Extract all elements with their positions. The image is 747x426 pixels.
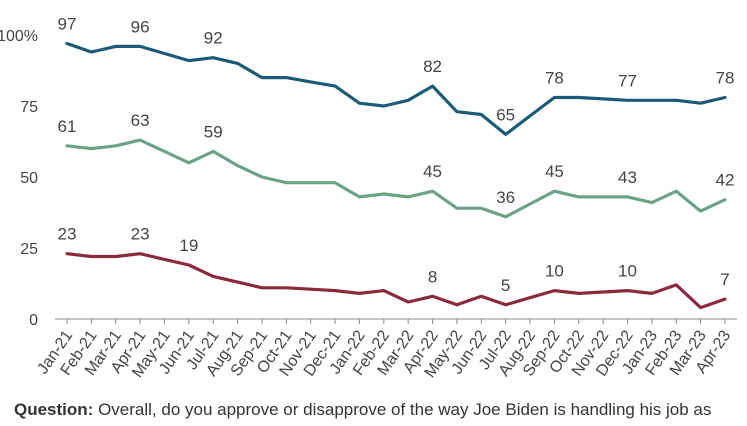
data-label: 10: [545, 262, 564, 281]
x-axis: Jan-21Feb-21Mar-21Apr-21May-21Jun-21Jul-…: [34, 318, 737, 381]
y-tick-label: 75: [20, 99, 38, 116]
data-label: 97: [58, 15, 77, 34]
data-label: 92: [204, 29, 223, 48]
data-label: 42: [716, 171, 735, 190]
data-label: 10: [618, 262, 637, 281]
data-label: 78: [716, 68, 735, 87]
data-label: 36: [496, 188, 515, 207]
question-body: Overall, do you approve or disapprove of…: [98, 400, 712, 419]
data-label: 5: [501, 276, 510, 295]
data-label: 77: [618, 71, 637, 90]
data-label: 19: [179, 236, 198, 255]
data-label: 23: [58, 225, 77, 244]
data-label: 61: [58, 117, 77, 136]
data-label: 45: [545, 162, 564, 181]
data-label: 63: [131, 111, 150, 130]
data-label: 8: [428, 267, 437, 286]
data-labels: 97 96 92 82 65 78 77 78 61 63 59 45 36 45 43 42 23 23 19 8 5…: [58, 15, 735, 295]
question-label: Question:: [14, 400, 94, 419]
data-label: 59: [204, 122, 223, 141]
series-lines: [65, 41, 727, 310]
question-text: Question: Overall, do you approve or dis…: [14, 399, 744, 421]
data-label: 43: [618, 168, 637, 187]
series-line-2: [65, 138, 727, 219]
data-label: 96: [131, 17, 150, 36]
data-label: 45: [423, 162, 442, 181]
y-tick-label: 0: [29, 312, 38, 329]
y-axis: 0 25 50 75 100%: [0, 28, 38, 329]
data-label: 82: [423, 57, 442, 76]
y-tick-label: 50: [20, 170, 38, 187]
series-line-1: [65, 41, 727, 136]
y-tick-label: 25: [20, 241, 38, 258]
series-line-3: [65, 252, 727, 310]
data-label: 78: [545, 68, 564, 87]
data-label: 7: [720, 270, 729, 289]
data-label: 65: [496, 105, 515, 124]
data-label: 23: [131, 225, 150, 244]
y-tick-label: 100%: [0, 28, 38, 45]
